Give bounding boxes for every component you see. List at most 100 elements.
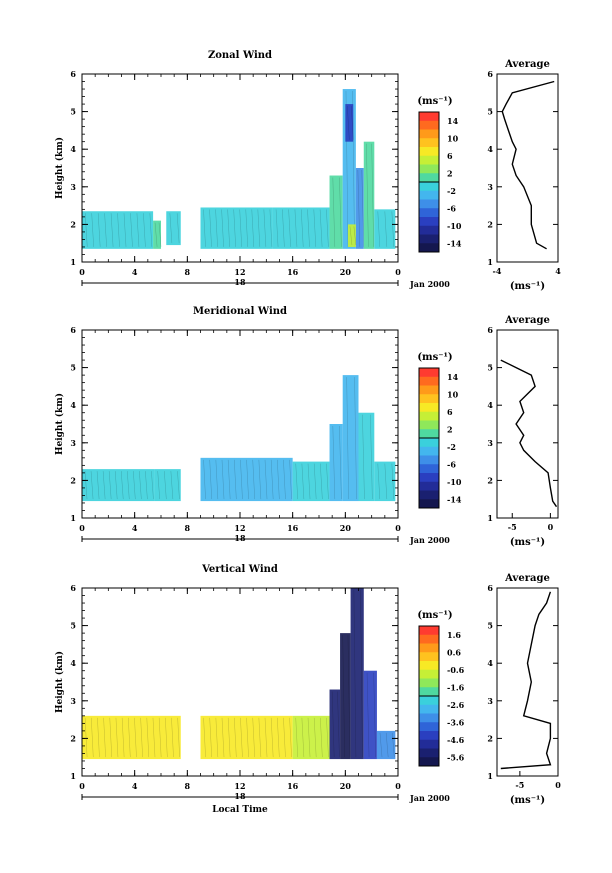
- heatmap-cell: [166, 211, 181, 246]
- colorbar-swatch: [419, 473, 439, 483]
- colorbar-label: 10: [447, 389, 459, 399]
- contour-stroke: [252, 717, 255, 758]
- contour-stroke: [283, 459, 286, 500]
- contour-stroke: [353, 226, 357, 245]
- avg-y-tick-label: 5: [487, 107, 493, 117]
- y-tick-label: 6: [70, 583, 76, 593]
- contour-stroke: [377, 211, 380, 247]
- avg-y-tick-label: 4: [487, 400, 493, 410]
- x-tick-label: 0: [79, 267, 85, 277]
- contour-stroke: [127, 471, 130, 500]
- x-tick-label: 20: [340, 267, 352, 277]
- contour-stroke: [337, 691, 340, 758]
- contour-stroke: [366, 672, 370, 758]
- contour-stroke: [347, 106, 350, 140]
- colorbar-swatch: [419, 164, 439, 174]
- contour-stroke: [240, 459, 243, 500]
- y-tick-label: 1: [70, 513, 76, 523]
- colorbar-swatch: [419, 199, 439, 209]
- contour-stroke: [320, 463, 323, 500]
- avg-y-tick-label: 6: [487, 583, 493, 593]
- avg-y-tick-label: 1: [487, 771, 493, 781]
- heatmap-cell: [340, 633, 351, 760]
- avg-y-tick-label: 3: [487, 438, 493, 448]
- contour-stroke: [269, 209, 273, 247]
- colorbar-swatch: [419, 429, 439, 439]
- panel-title: Meridional Wind: [193, 306, 287, 317]
- x-tick-label: 0: [79, 781, 85, 791]
- contour-stroke: [289, 717, 292, 758]
- heatmap-cell: [82, 469, 155, 502]
- heatmap-cells: [82, 375, 396, 502]
- heatmap-cell: [153, 220, 161, 249]
- contour-stroke: [117, 213, 120, 247]
- heatmap-cell: [363, 670, 377, 760]
- y-axis-label: Height (km): [54, 137, 65, 199]
- colorbar-swatch: [419, 669, 439, 679]
- x-tick-label: 12: [234, 781, 245, 791]
- contour-stroke: [157, 471, 160, 500]
- contour-stroke: [233, 209, 236, 247]
- colorbar-swatch: [419, 704, 439, 714]
- contour-stroke: [347, 635, 351, 758]
- average-frame: [496, 329, 559, 519]
- contour-stroke: [326, 209, 329, 247]
- colorbar-unit: (ms⁻¹): [417, 352, 452, 363]
- date-label: Jan 2000: [409, 279, 450, 289]
- contour-stroke: [85, 213, 88, 247]
- contour-stroke: [228, 459, 231, 500]
- colorbar-swatch: [419, 129, 439, 139]
- contour-stroke: [109, 471, 112, 500]
- contour-stroke: [319, 209, 323, 247]
- colorbar-label: -2.6: [447, 700, 465, 710]
- contour-stroke: [307, 209, 310, 247]
- contour-stroke: [209, 717, 212, 758]
- contour-stroke: [326, 463, 329, 500]
- colorbar-swatch: [419, 687, 439, 697]
- avg-x-tick-label: 4: [555, 266, 561, 276]
- contour-stroke: [258, 459, 262, 500]
- contour-stroke: [234, 459, 237, 500]
- avg-y-tick-label: 6: [487, 325, 493, 335]
- heatmap-cell: [350, 588, 364, 760]
- contour-stroke: [252, 459, 255, 500]
- y-tick-label: 2: [70, 733, 76, 743]
- y-tick-label: 5: [70, 107, 76, 117]
- contour-stroke: [277, 459, 280, 500]
- colorbar-swatch: [419, 147, 439, 157]
- contour-stroke: [357, 169, 360, 247]
- contour-stroke: [140, 717, 143, 758]
- x-tick-label: 0: [395, 267, 401, 277]
- avg-x-tick-label: -5: [515, 780, 524, 790]
- heatmap-cell: [347, 224, 356, 247]
- contour-stroke: [342, 635, 345, 758]
- date-marker: 18: [234, 277, 246, 287]
- y-tick-label: 1: [70, 257, 76, 267]
- colorbar-label: -5.6: [447, 752, 465, 762]
- colorbar-label: 10: [447, 133, 459, 143]
- y-tick-label: 5: [70, 621, 76, 631]
- x-tick-label: 16: [287, 781, 299, 791]
- colorbar-swatch: [419, 626, 439, 636]
- contour-stroke: [370, 414, 373, 500]
- contour-stroke: [151, 471, 154, 500]
- contour-stroke: [215, 459, 219, 500]
- heatmap-cell: [82, 715, 181, 760]
- colorbar-swatch: [419, 446, 439, 456]
- contour-stroke: [145, 471, 148, 500]
- contour-stroke: [215, 717, 219, 758]
- contour-stroke: [307, 463, 311, 500]
- colorbar-swatch: [419, 112, 439, 122]
- contour-stroke: [121, 471, 124, 500]
- colorbar-label: 0.6: [447, 647, 461, 657]
- contour-stroke: [295, 717, 298, 758]
- contour-stroke: [314, 463, 317, 500]
- average-title: Average: [504, 573, 550, 584]
- heatmap-cell: [329, 424, 343, 502]
- contour-stroke: [221, 717, 225, 758]
- contour-stroke: [209, 459, 212, 500]
- contour-stroke: [158, 222, 162, 247]
- contour-stroke: [379, 732, 383, 758]
